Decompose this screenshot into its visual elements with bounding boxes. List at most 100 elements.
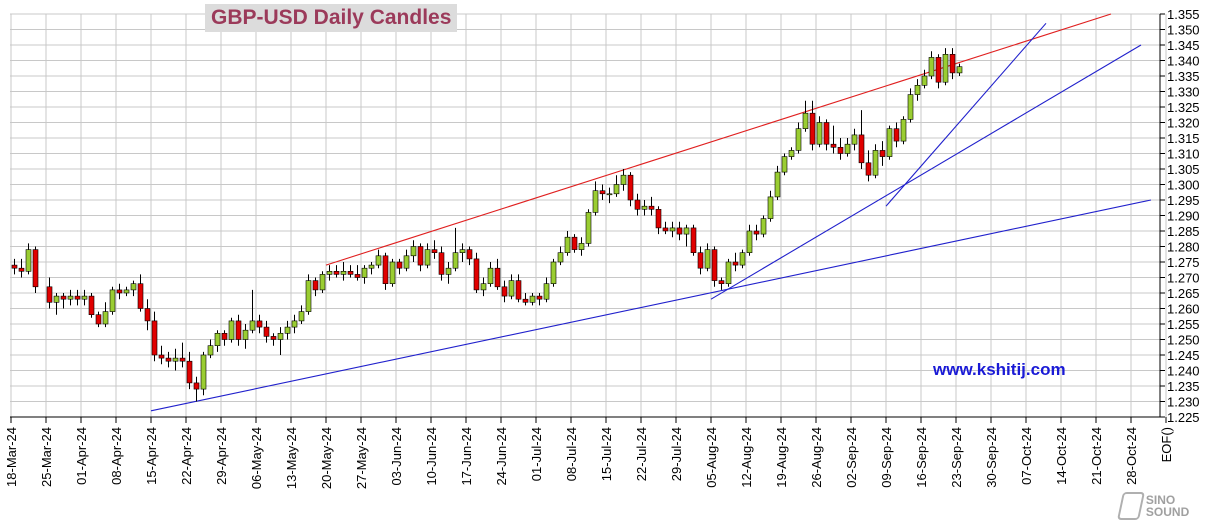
y-tick-label: 1.245 <box>1167 348 1200 363</box>
candle <box>396 258 403 275</box>
candle-body <box>319 274 326 291</box>
x-tick-label: 17-Jun-24 <box>459 427 474 486</box>
candle-body <box>662 227 669 232</box>
candle <box>228 317 235 343</box>
x-tick-label: 25-Mar-24 <box>39 427 54 487</box>
candle <box>557 246 564 266</box>
candle-body <box>480 283 487 291</box>
candle-body <box>277 332 284 340</box>
candle-body <box>382 255 389 285</box>
candle <box>193 376 200 402</box>
candle <box>284 320 291 340</box>
candle <box>655 206 662 235</box>
candle-body <box>774 171 781 198</box>
watermark-text: SINO SOUND <box>1145 493 1190 519</box>
candle-body <box>557 252 564 263</box>
candle <box>851 128 858 151</box>
x-tick-label: 29-Jul-24 <box>669 427 684 481</box>
candle-body <box>67 295 74 300</box>
candle-body <box>529 295 536 303</box>
candle-body <box>655 209 662 229</box>
candle <box>326 265 333 281</box>
candle <box>214 330 221 352</box>
candle <box>648 196 655 216</box>
candle <box>508 274 515 300</box>
candle <box>935 54 942 89</box>
candle <box>46 277 53 309</box>
candle-body <box>669 227 676 232</box>
candle-body <box>718 280 725 285</box>
candle-body <box>249 320 256 331</box>
candle-body <box>228 320 235 340</box>
candle <box>543 277 550 303</box>
y-tick-label: 1.265 <box>1167 286 1200 301</box>
candle-body <box>123 289 130 294</box>
candle-body <box>928 57 935 77</box>
candle <box>802 100 809 132</box>
candle <box>907 88 914 123</box>
candle-body <box>522 298 529 303</box>
candle <box>263 320 270 343</box>
candle <box>18 258 25 278</box>
x-tick-label: 26-Aug-24 <box>809 427 824 488</box>
candle-body <box>438 252 445 275</box>
candle <box>431 240 438 259</box>
candle <box>354 265 361 281</box>
candle-body <box>676 227 683 235</box>
candle <box>179 342 186 368</box>
candle <box>298 305 305 324</box>
candle <box>494 258 501 290</box>
x-tick-label: 21-Oct-24 <box>1089 427 1104 485</box>
candle-body <box>326 270 333 275</box>
candle <box>669 221 676 238</box>
candle-body <box>95 314 102 325</box>
chart-title: GBP-USD Daily Candles <box>205 4 458 32</box>
candle <box>788 147 795 160</box>
candle-body <box>592 190 599 213</box>
candle-body <box>865 162 872 176</box>
candle <box>186 351 193 390</box>
candle-body <box>501 286 508 297</box>
candle-body <box>767 196 774 219</box>
candle <box>235 314 242 346</box>
candle <box>382 252 389 290</box>
candle <box>739 249 746 269</box>
candle-body <box>53 295 60 303</box>
candle <box>837 138 844 160</box>
y-tick-label: 1.250 <box>1167 333 1200 348</box>
candle-body <box>186 360 193 384</box>
candle <box>312 277 319 297</box>
watermark-logo-icon <box>1117 492 1145 520</box>
candle-body <box>375 255 382 266</box>
candle-body <box>949 53 956 74</box>
candle <box>459 243 466 262</box>
x-tick-label: 08-Apr-24 <box>109 427 124 485</box>
candle-body <box>914 85 921 95</box>
candle-body <box>802 112 809 129</box>
candle <box>529 293 536 306</box>
candle-body <box>473 258 480 291</box>
resistance-trendline <box>325 13 1112 266</box>
candle <box>74 289 81 306</box>
x-tick-label: 08-Jul-24 <box>564 427 579 481</box>
x-tick-label: 16-Sep-24 <box>914 427 929 488</box>
candle-body <box>578 243 585 250</box>
candle <box>221 330 228 346</box>
candle <box>501 280 508 303</box>
candle-body <box>284 326 291 334</box>
candle-body <box>704 249 711 269</box>
candle <box>291 314 298 334</box>
candle <box>718 277 725 290</box>
candle-body <box>466 249 473 260</box>
candle-body <box>711 249 718 281</box>
candle-body <box>109 289 116 312</box>
candle-body <box>200 354 207 390</box>
candle <box>942 48 949 86</box>
candle-body <box>515 280 522 300</box>
candle-body <box>207 345 214 356</box>
x-tick-label: 15-Apr-24 <box>144 427 159 485</box>
y-tick-label: 1.230 <box>1167 395 1200 410</box>
candle-body <box>872 150 879 176</box>
candle-body <box>165 357 172 362</box>
candle <box>606 187 613 204</box>
